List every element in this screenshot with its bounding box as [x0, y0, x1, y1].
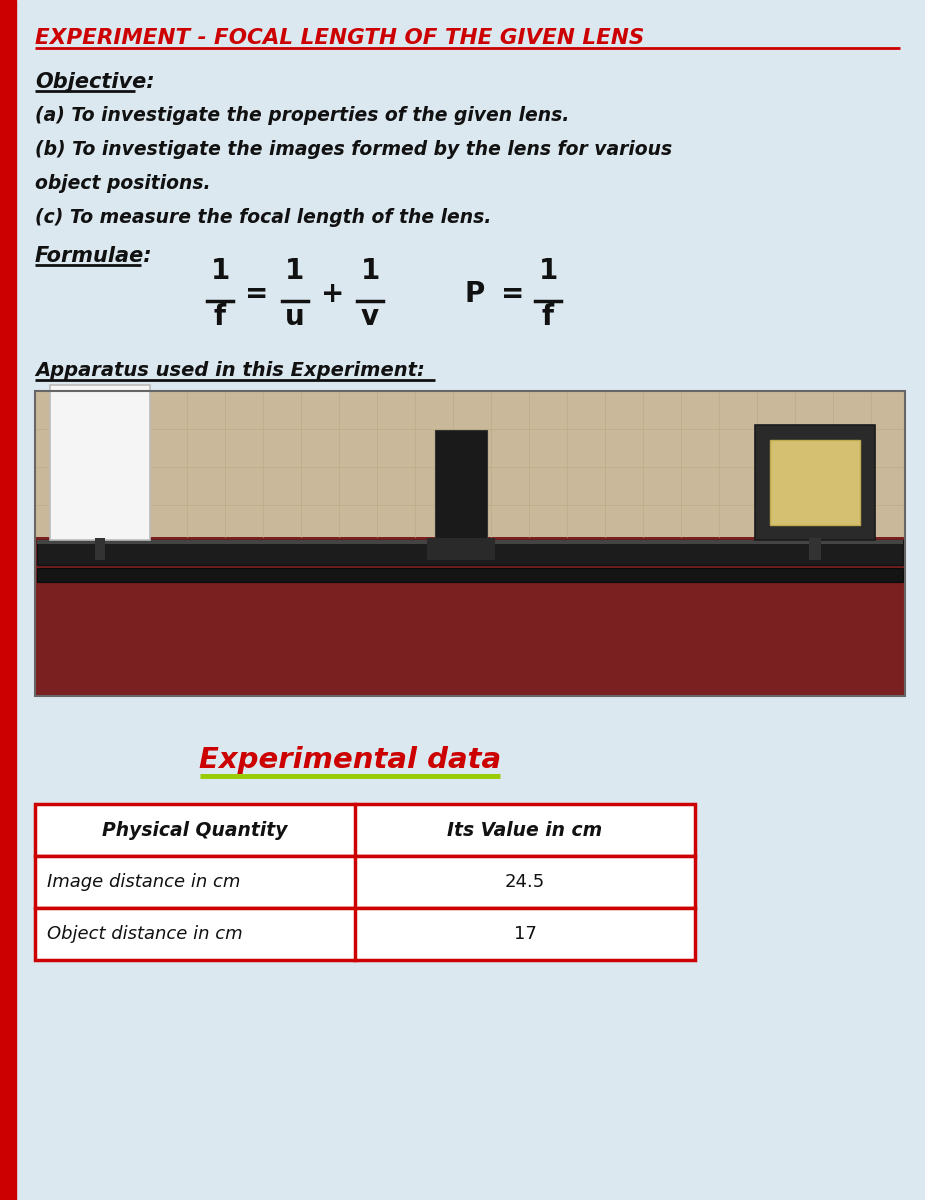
Text: 1: 1	[210, 257, 229, 284]
Text: (c) To measure the focal length of the lens.: (c) To measure the focal length of the l…	[35, 208, 491, 227]
Text: 1: 1	[538, 257, 558, 284]
Text: Formulae:: Formulae:	[35, 246, 153, 266]
Bar	[35, 804, 695, 856]
Bar	[50, 384, 150, 540]
Text: f: f	[214, 302, 226, 331]
Bar	[427, 538, 495, 559]
Bar	[35, 908, 695, 960]
Text: =: =	[501, 280, 524, 308]
Bar	[35, 391, 905, 696]
Text: 24.5: 24.5	[505, 874, 545, 890]
Text: Image distance in cm: Image distance in cm	[47, 874, 240, 890]
Text: (a) To investigate the properties of the given lens.: (a) To investigate the properties of the…	[35, 106, 570, 125]
Bar	[770, 439, 860, 524]
Bar	[37, 568, 903, 582]
Text: f: f	[542, 302, 554, 331]
Bar	[35, 856, 695, 908]
Text: Experimental data: Experimental data	[199, 746, 501, 774]
Bar	[35, 538, 905, 696]
Text: +: +	[321, 280, 345, 308]
Text: Object distance in cm: Object distance in cm	[47, 925, 242, 943]
Text: Physical Quantity: Physical Quantity	[103, 821, 288, 840]
Text: (b) To investigate the images formed by the lens for various: (b) To investigate the images formed by …	[35, 140, 672, 158]
Text: =: =	[245, 280, 268, 308]
Text: 1: 1	[361, 257, 379, 284]
Text: P: P	[465, 280, 485, 308]
Bar	[35, 391, 905, 696]
Bar	[35, 391, 905, 538]
Text: EXPERIMENT - FOCAL LENGTH OF THE GIVEN LENS: EXPERIMENT - FOCAL LENGTH OF THE GIVEN L…	[35, 28, 645, 48]
Text: v: v	[361, 302, 379, 331]
Text: Apparatus used in this Experiment:: Apparatus used in this Experiment:	[35, 361, 425, 380]
Bar	[755, 425, 875, 540]
Text: u: u	[285, 302, 305, 331]
Bar	[37, 540, 903, 565]
Bar	[435, 430, 487, 540]
Text: object positions.: object positions.	[35, 174, 211, 193]
Bar	[37, 540, 903, 544]
Bar	[95, 538, 105, 559]
Bar	[0, 0, 16, 1200]
Text: Objective:: Objective:	[35, 72, 154, 92]
Text: 1: 1	[286, 257, 304, 284]
Text: Its Value in cm: Its Value in cm	[448, 821, 602, 840]
Bar	[809, 538, 821, 559]
Text: 17: 17	[513, 925, 536, 943]
